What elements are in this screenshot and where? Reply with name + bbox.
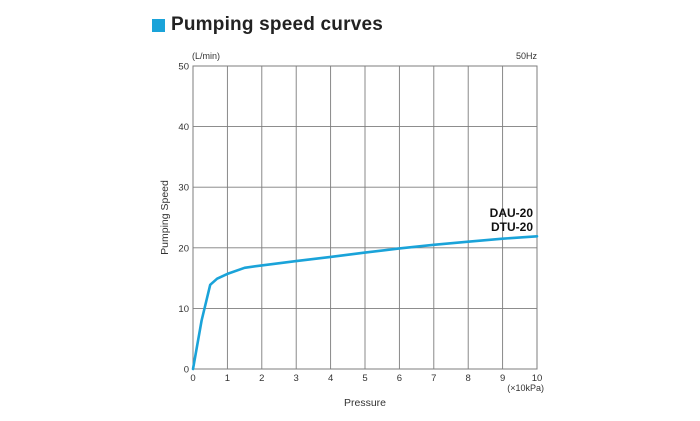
x-unit-label: (×10kPa)	[507, 383, 544, 393]
y-tick-label: 40	[178, 122, 189, 133]
plot-frame	[192, 65, 538, 370]
x-tick-label: 9	[500, 373, 505, 384]
title-square-icon	[152, 18, 165, 32]
x-tick-label: 1	[225, 373, 230, 384]
y-tick-label: 30	[178, 183, 189, 194]
y-axis-label: Pumping Speed	[159, 180, 171, 255]
x-tick-labels: 0 1 2 3 4 5 6 7 8 9 10	[190, 373, 542, 384]
x-tick-label: 8	[466, 373, 471, 384]
x-tick-label: 6	[397, 373, 402, 384]
x-tick-label: 10	[532, 373, 543, 384]
y-tick-label: 10	[178, 304, 189, 315]
y-unit-label: (L/min)	[192, 51, 220, 61]
chart-title-text: Pumping speed curves	[171, 14, 384, 35]
y-tick-label: 20	[178, 243, 189, 254]
y-tick-label: 0	[184, 365, 189, 376]
series-line	[191, 235, 539, 371]
frequency-note: 50Hz	[516, 51, 538, 61]
x-tick-label: 5	[362, 373, 367, 384]
series-label: DTU-20	[491, 220, 533, 234]
x-tick-label: 0	[190, 373, 195, 384]
x-tick-label: 2	[259, 373, 264, 384]
y-tick-labels: 0 10 20 30 40 50	[178, 62, 189, 376]
x-tick-label: 3	[294, 373, 299, 384]
x-axis-label: Pressure	[344, 397, 386, 409]
grid-lines	[192, 65, 538, 370]
x-tick-label: 7	[431, 373, 436, 384]
y-tick-label: 50	[178, 62, 189, 73]
chart-title: Pumping speed curves	[152, 14, 383, 36]
x-tick-label: 4	[328, 373, 333, 384]
series-label: DAU-20	[490, 206, 534, 220]
